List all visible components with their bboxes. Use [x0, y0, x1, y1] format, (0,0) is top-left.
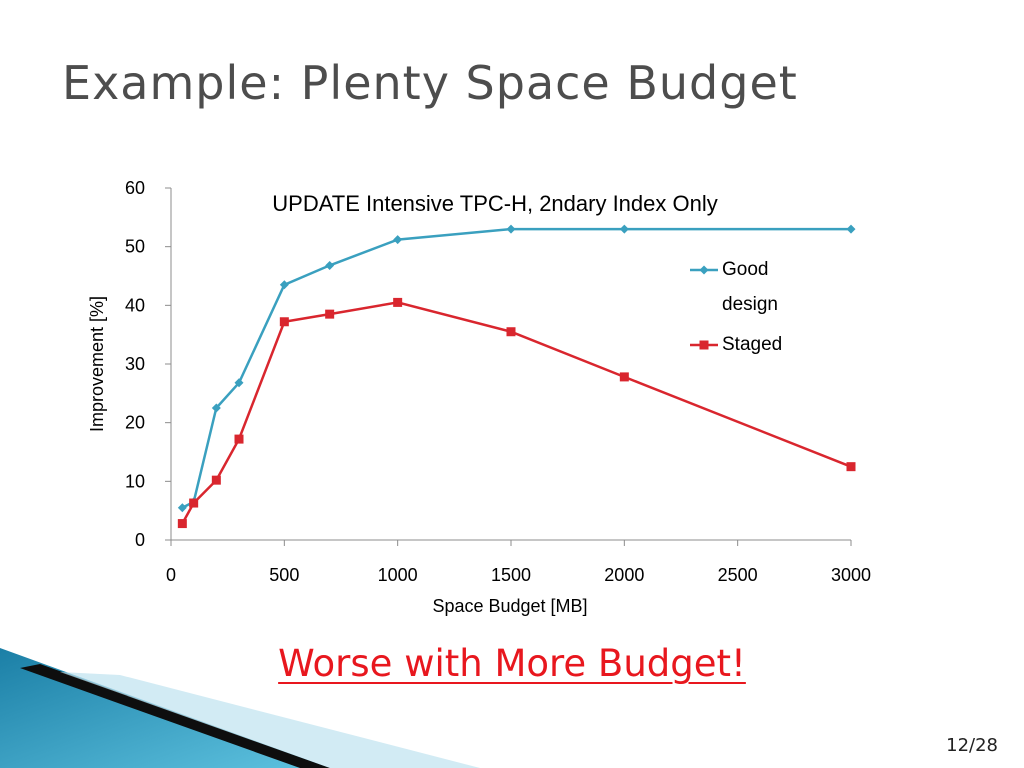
data-point: [393, 235, 403, 245]
x-tick-label: 2500: [718, 565, 758, 585]
y-axis-label: Improvement [%]: [87, 296, 107, 432]
data-point: [189, 498, 199, 508]
y-tick-label: 50: [125, 237, 145, 257]
data-point: [619, 372, 629, 382]
x-axis-label: Space Budget [MB]: [432, 596, 587, 616]
legend-marker: [699, 265, 709, 275]
data-point: [234, 378, 244, 388]
x-tick-label: 1000: [378, 565, 418, 585]
x-tick-label: 2000: [604, 565, 644, 585]
data-point: [325, 309, 335, 319]
y-tick-label: 40: [125, 295, 145, 315]
y-tick-label: 60: [125, 178, 145, 198]
chart-series: [177, 224, 856, 529]
data-point: [279, 317, 289, 327]
data-point: [279, 280, 289, 290]
data-point: [211, 403, 221, 413]
legend-label: Good design: [722, 259, 778, 315]
chart-title: UPDATE Intensive TPC-H, 2ndary Index Onl…: [272, 191, 717, 216]
chart-legend: Good design Staged: [690, 259, 782, 355]
y-tick-label: 0: [135, 530, 145, 550]
data-point: [846, 462, 856, 472]
data-point: [325, 260, 335, 270]
data-point: [506, 327, 516, 337]
data-point: [619, 224, 629, 234]
legend-marker: [699, 340, 709, 350]
y-tick-label: 10: [125, 471, 145, 491]
data-point: [846, 224, 856, 234]
slide-subtitle: Worse with More Budget!: [278, 642, 746, 685]
x-tick-label: 0: [166, 565, 176, 585]
data-point: [211, 475, 221, 485]
data-point: [177, 503, 187, 513]
y-tick-label: 30: [125, 354, 145, 374]
page-number: 12/28: [946, 735, 998, 756]
slide-title: Example: Plenty Space Budget: [62, 56, 798, 110]
data-point: [234, 434, 244, 444]
x-tick-label: 1500: [491, 565, 531, 585]
series-line-1: [181, 227, 851, 509]
series-line-2: [181, 301, 852, 525]
y-axis: 0 10 20 30 40 50 60: [125, 178, 172, 550]
legend-label: Staged: [722, 334, 782, 355]
x-tick-label: 500: [269, 565, 299, 585]
data-point: [393, 297, 403, 307]
data-point: [506, 224, 516, 234]
x-tick-label: 3000: [831, 565, 871, 585]
x-axis: 0 500 1000 1500 2000 2500 3000: [166, 539, 871, 585]
y-tick-label: 20: [125, 413, 145, 433]
data-point: [177, 519, 187, 529]
line-chart: 0 10 20 30 40 50 60 0 500 1000 1500 2000 2500 3000 U…: [87, 178, 871, 616]
